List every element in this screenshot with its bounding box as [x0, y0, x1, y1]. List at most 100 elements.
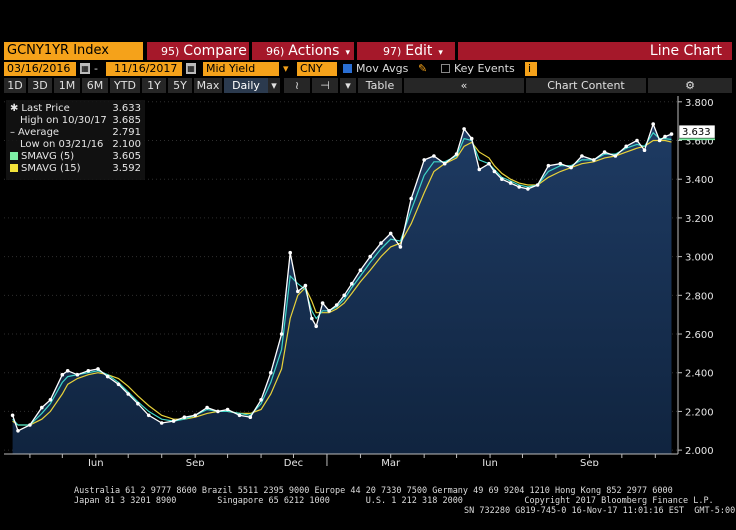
legend-smavg5: SMAVG (5)	[10, 151, 74, 162]
y-tick-label: 2.200	[685, 407, 714, 418]
price-point	[216, 409, 220, 414]
price-point	[96, 367, 100, 371]
mov-avgs-checkbox[interactable]	[343, 64, 352, 73]
chart-content-button[interactable]: Chart Content	[526, 78, 646, 93]
actions-label: Actions	[288, 43, 340, 59]
compare-button[interactable]: 95) Compare	[147, 42, 249, 60]
tab-6m[interactable]: 6M	[82, 78, 108, 93]
chevron-down-icon[interactable]: ▾	[340, 78, 356, 93]
price-point	[314, 324, 319, 329]
compare-label: Compare	[183, 43, 247, 59]
price-point	[279, 332, 284, 336]
collapse-left-icon[interactable]: «	[404, 78, 524, 93]
price-point	[651, 122, 655, 126]
tab-5y[interactable]: 5Y	[168, 78, 192, 93]
price-point	[248, 415, 253, 420]
mov-avgs-label: Mov Avgs	[356, 62, 409, 75]
legend-high: High on 10/30/17	[20, 115, 107, 126]
price-point	[663, 134, 667, 139]
price-point	[75, 372, 80, 377]
price-point	[492, 169, 497, 174]
price-point	[288, 250, 293, 255]
price-point	[580, 154, 584, 158]
line-chart: 3.800 3.600 3.400 3.200 3.000 2.800 2.600 2.400…	[4, 94, 736, 481]
start-date-input[interactable]: 03/16/2016	[4, 62, 76, 76]
period-toolbar: 1D 3D 1M 6M YTD 1Y 5Y Max Daily ▾ ≀ ⊣ ▾ …	[0, 78, 736, 93]
gear-icon[interactable]: ⚙	[648, 78, 732, 93]
price-point	[320, 301, 325, 305]
chart-type-label: Line Chart	[458, 42, 732, 60]
legend-label: Average	[18, 127, 60, 138]
table-button[interactable]: Table	[358, 78, 402, 93]
actions-button[interactable]: 96) Actions ▾	[252, 42, 354, 60]
legend-low: Low on 03/21/16	[20, 139, 104, 150]
price-point	[517, 185, 521, 189]
calendar-icon[interactable]: ▦	[80, 63, 90, 74]
y-tick-label: 2.800	[685, 291, 714, 302]
pencil-icon[interactable]: ✎	[418, 62, 428, 75]
price-point	[225, 407, 230, 412]
y-tick-label: 3.200	[685, 214, 714, 225]
legend-average: – Average	[10, 127, 59, 138]
edit-number: 97)	[383, 45, 402, 58]
dash-icon: –	[10, 127, 15, 138]
price-point	[126, 392, 130, 396]
calendar-icon[interactable]: ▦	[186, 63, 196, 74]
price-point	[508, 181, 513, 185]
price-point	[624, 144, 628, 149]
y-tick-label: 2.600	[685, 330, 714, 341]
price-point	[558, 161, 563, 166]
legend-value: 3.685	[112, 115, 141, 126]
legend-value: 2.100	[112, 139, 141, 150]
line-chart-icon[interactable]: ≀	[284, 78, 310, 93]
tab-1y[interactable]: 1Y	[142, 78, 166, 93]
price-point	[477, 167, 482, 172]
price-point	[469, 136, 474, 141]
key-events-checkbox[interactable]	[441, 64, 450, 73]
price-point	[602, 150, 607, 154]
currency-select[interactable]: CNY	[297, 62, 337, 76]
chevron-down-icon[interactable]: ▾	[283, 62, 289, 75]
smavg5-line	[12, 131, 672, 426]
info-icon[interactable]: i	[525, 62, 537, 76]
price-point	[182, 415, 187, 420]
price-point	[535, 183, 540, 187]
field-select[interactable]: Mid Yield	[203, 62, 279, 76]
x-tick-label: Sep	[186, 458, 205, 466]
price-point	[487, 161, 491, 166]
price-point	[171, 419, 176, 423]
price-point	[65, 369, 70, 373]
price-point	[28, 423, 32, 427]
x-tick-label: Jun	[87, 458, 104, 466]
footer-contacts-line: Japan 81 3 3201 8900 Singapore 65 6212 1…	[74, 496, 714, 506]
ticker-field[interactable]: GCNY1YR Index	[4, 42, 143, 60]
price-point	[409, 196, 414, 201]
tab-1m[interactable]: 1M	[54, 78, 80, 93]
date-separator: -	[94, 62, 98, 75]
price-point	[310, 316, 314, 321]
tab-1d[interactable]: 1D	[4, 78, 26, 93]
smavg5-swatch	[10, 152, 18, 160]
edit-button[interactable]: 97) Edit ▾	[357, 42, 455, 60]
price-point	[48, 398, 53, 402]
actions-caret-icon: ▾	[345, 48, 350, 58]
frequency-select[interactable]: Daily	[224, 78, 268, 93]
crosshair-icon[interactable]: ⊣	[312, 78, 338, 93]
smavg15-swatch	[10, 164, 18, 172]
tab-ytd[interactable]: YTD	[110, 78, 140, 93]
y-tick-label: 3.800	[685, 98, 714, 109]
y-tick-label: 2.400	[685, 369, 714, 380]
end-date-input[interactable]: 11/16/2017	[106, 62, 182, 76]
x-tick-label: Jun	[481, 458, 498, 466]
tab-3d[interactable]: 3D	[28, 78, 52, 93]
price-point	[237, 413, 242, 418]
chart-area[interactable]: 3.800 3.600 3.400 3.200 3.000 2.800 2.600 2.400…	[0, 94, 736, 481]
last-price-tag	[678, 124, 716, 139]
price-point	[500, 177, 504, 181]
x-tick-label: Mar	[381, 458, 401, 466]
price-point	[334, 303, 339, 307]
chevron-down-icon[interactable]: ▾	[268, 78, 280, 93]
price-point	[442, 161, 447, 166]
x-tick-label: Dec	[284, 458, 303, 466]
tab-max[interactable]: Max	[194, 78, 222, 93]
